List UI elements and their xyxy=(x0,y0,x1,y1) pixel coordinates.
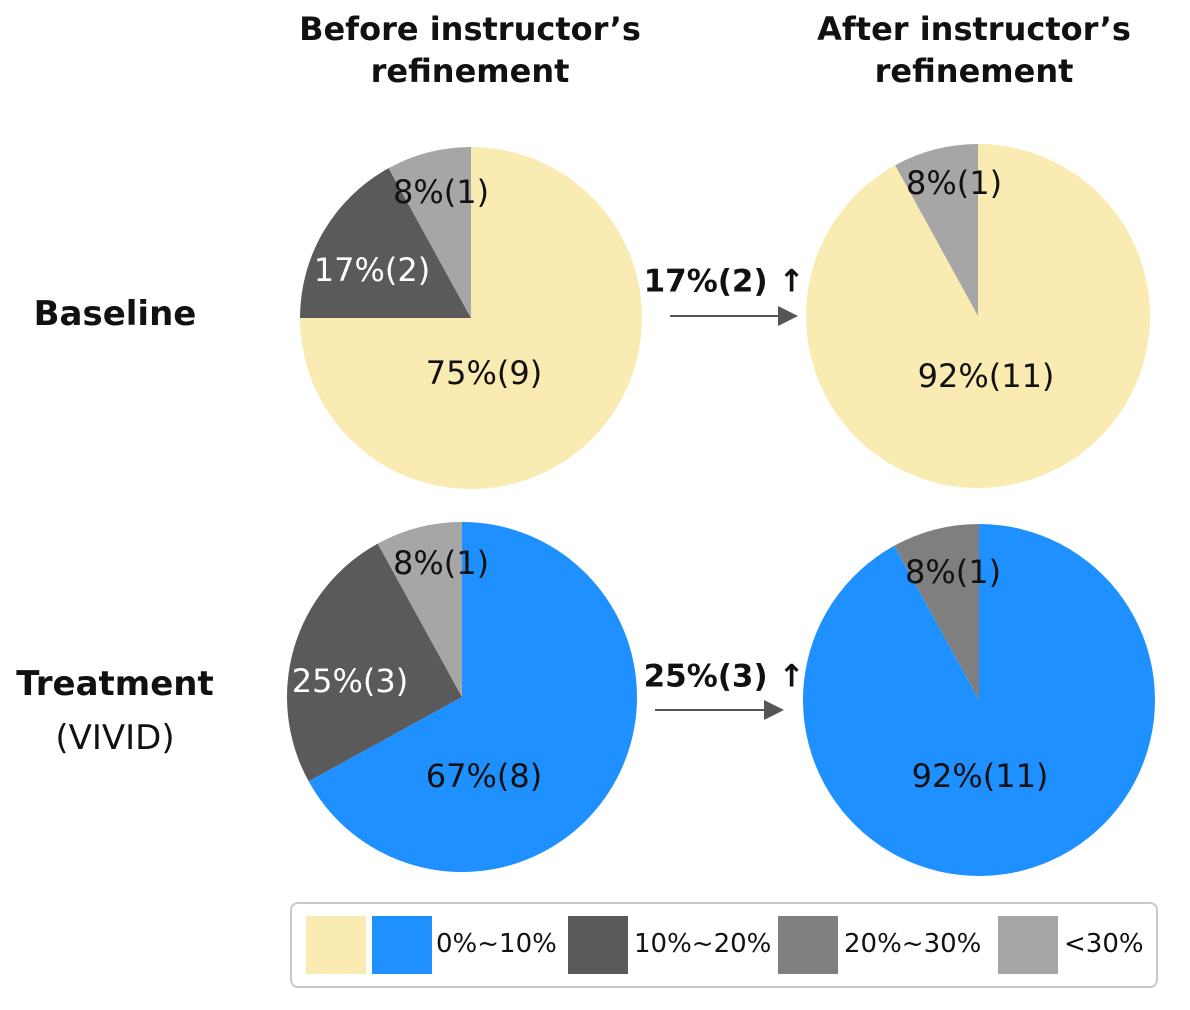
legend-label-0-10: 0%~10% xyxy=(436,929,557,959)
pie-baseline-after-slice-0 xyxy=(805,144,1150,488)
legend-swatch-yellow xyxy=(306,916,366,974)
pie-treatment-before-slice-1 xyxy=(286,543,462,782)
pie-treatment-after: 92%(11) 8%(1) xyxy=(803,524,1155,876)
pie-baseline-after-label-1: 8%(1) xyxy=(906,164,1002,202)
column-title-after: After instructor’s refinement xyxy=(817,10,1131,90)
pie-treatment-after-label-0: 92%(11) xyxy=(912,757,1049,795)
pie-treatment-before: 67%(8) 25%(3) 8%(1) xyxy=(286,522,638,872)
pie-treatment-before-slice-2 xyxy=(377,522,462,697)
pie-baseline-before: 75%(9) 17%(2) 8%(1) xyxy=(300,147,642,489)
pie-baseline-before-label-2: 8%(1) xyxy=(393,173,489,211)
legend: 0%~10% 10%~20% 20%~30% <30% xyxy=(290,902,1158,988)
row-label-treatment-subtitle: (VIVID) xyxy=(55,718,175,758)
legend-label-over-30: <30% xyxy=(1064,929,1144,959)
pie-baseline-before-label-0: 75%(9) xyxy=(426,354,542,392)
pie-baseline-before-slice-2 xyxy=(388,147,471,318)
pie-treatment-after-slice-1 xyxy=(894,524,979,700)
legend-label-20-30: 20%~30% xyxy=(844,929,982,959)
pie-treatment-before-label-2: 8%(1) xyxy=(393,544,489,582)
pie-baseline-before-slice-1 xyxy=(300,168,471,318)
column-title-before: Before instructor’s refinement xyxy=(299,10,641,90)
pie-treatment-after-label-1: 8%(1) xyxy=(905,553,1001,591)
pie-treatment-before-label-1: 25%(3) xyxy=(292,662,408,700)
legend-swatch-blue xyxy=(372,916,432,974)
transition-label-1: 25%(3) ↑ xyxy=(644,659,805,695)
pie-baseline-after: 92%(11) 8%(1) xyxy=(805,144,1150,488)
row-label-treatment: Treatment (VIVID) xyxy=(0,662,230,760)
row-label-baseline-text: Baseline xyxy=(33,294,197,334)
legend-swatch-mid xyxy=(778,916,838,974)
pie-baseline-before-label-1: 17%(2) xyxy=(314,251,430,289)
row-label-baseline: Baseline xyxy=(0,292,230,336)
pie-treatment-before-label-0: 67%(8) xyxy=(426,757,542,795)
pie-baseline-after-label-0: 92%(11) xyxy=(918,357,1055,395)
pie-baseline-after-slice-1 xyxy=(895,144,978,316)
legend-label-10-20: 10%~20% xyxy=(634,929,772,959)
transition-label-0: 17%(2) ↑ xyxy=(644,264,805,300)
row-label-treatment-text: Treatment xyxy=(16,664,214,704)
legend-swatch-light xyxy=(998,916,1058,974)
pie-charts: 75%(9) 17%(2) 8%(1) 92%(11) 8%(1) 67%(8) 25%(3… xyxy=(286,144,1155,876)
legend-swatch-dark xyxy=(568,916,628,974)
pie-treatment-before-slice-0 xyxy=(308,522,638,872)
